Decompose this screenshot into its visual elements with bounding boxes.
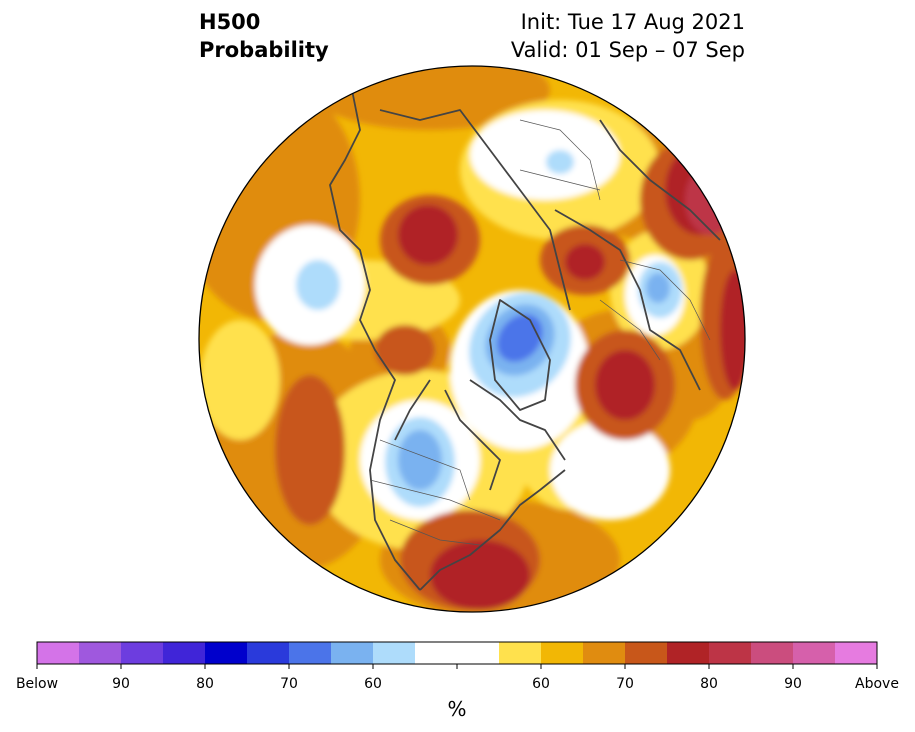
colorbar-tick-label: 80 (700, 676, 718, 692)
variable-label: H500 (199, 10, 261, 34)
colorbar-tick-label: 60 (364, 676, 382, 692)
colorbar-cell (457, 642, 500, 664)
colorbar-tick-label: 90 (112, 676, 130, 692)
colorbar-cell (793, 642, 836, 664)
colorbar-cell (709, 642, 752, 664)
colorbar-tick-label: Below (16, 676, 58, 692)
colorbar-cell (583, 642, 626, 664)
colorbar-cell (205, 642, 248, 664)
colorbar-cell (247, 642, 290, 664)
colorbar-cell (79, 642, 122, 664)
colorbar-cell (289, 642, 332, 664)
colorbar-tick-label: 70 (280, 676, 298, 692)
date-info: Init: Tue 17 Aug 2021 Valid: 01 Sep – 07… (511, 8, 745, 64)
colorbar-cell (499, 642, 542, 664)
colorbar-unit: % (447, 697, 466, 721)
colorbar-cell (331, 642, 374, 664)
colorbar-tick-label: 90 (784, 676, 802, 692)
borders (369, 119, 711, 546)
probability-field (199, 66, 745, 612)
colorbar-cell (373, 642, 416, 664)
colorbar-cell (121, 642, 164, 664)
colorbar-cell (163, 642, 206, 664)
colorbar-cell (835, 642, 878, 664)
colorbar-tick-label: 80 (196, 676, 214, 692)
colorbar-cell (541, 642, 584, 664)
colorbar-tick-label: 60 (532, 676, 550, 692)
product-label: Probability (199, 38, 329, 62)
valid-range: Valid: 01 Sep – 07 Sep (510, 38, 745, 62)
polar-map (198, 65, 746, 613)
colorbar-cell (37, 642, 80, 664)
colorbar-cell (415, 642, 458, 664)
colorbar-cell (625, 642, 668, 664)
colorbar-tick-label: Above (855, 676, 899, 692)
colorbar-tick-label: 70 (616, 676, 634, 692)
map-title: H500 Probability (199, 8, 329, 64)
colorbar-cell (751, 642, 794, 664)
coastlines (329, 89, 721, 591)
init-date: Init: Tue 17 Aug 2021 (520, 10, 745, 34)
colorbar-cell (667, 642, 710, 664)
